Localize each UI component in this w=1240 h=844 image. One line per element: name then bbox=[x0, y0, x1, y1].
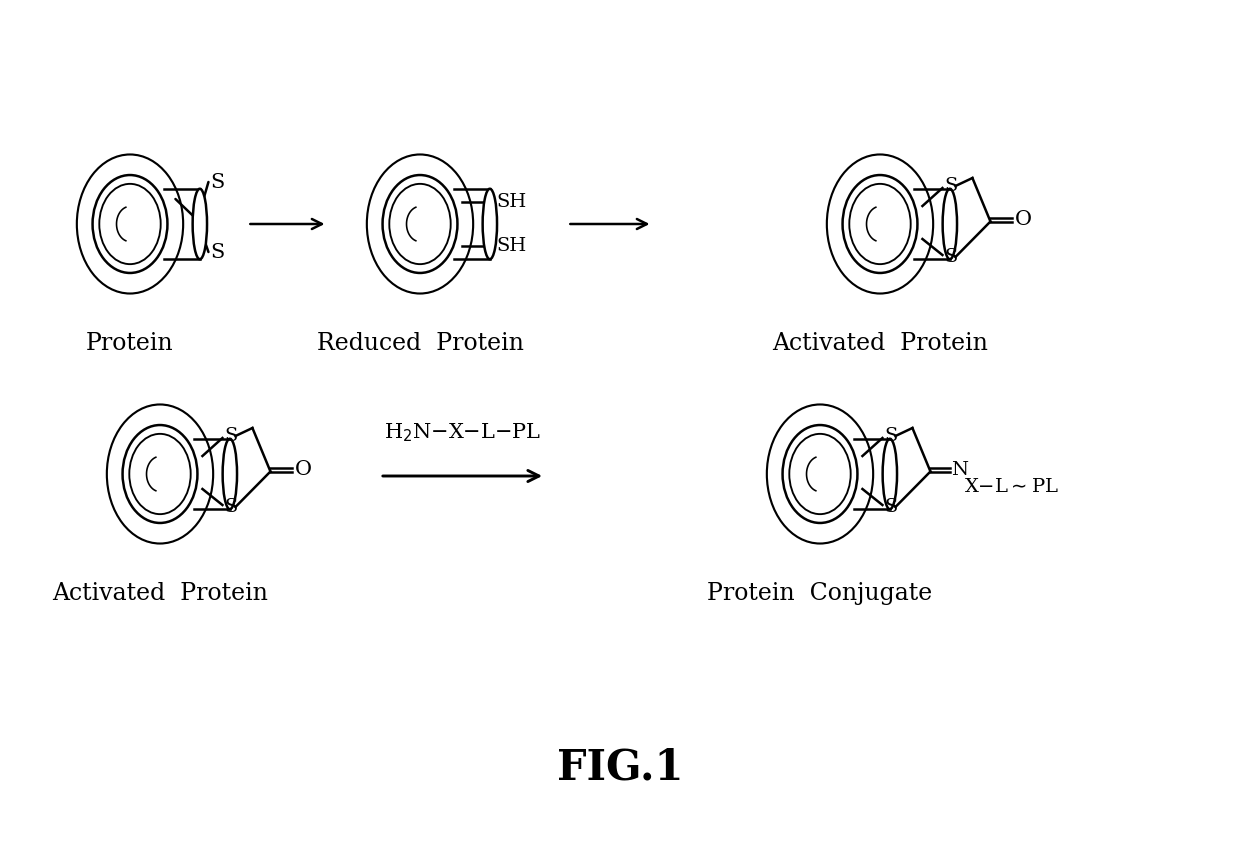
Text: S: S bbox=[211, 172, 224, 192]
Ellipse shape bbox=[93, 175, 167, 273]
Text: S: S bbox=[224, 427, 238, 445]
Ellipse shape bbox=[192, 189, 207, 259]
Ellipse shape bbox=[482, 189, 497, 259]
Text: X$-$L$\sim$PL: X$-$L$\sim$PL bbox=[965, 478, 1059, 495]
Text: N: N bbox=[951, 461, 968, 479]
Text: SH: SH bbox=[496, 193, 527, 211]
Text: S: S bbox=[211, 242, 224, 262]
Ellipse shape bbox=[842, 175, 918, 273]
Text: Activated  Protein: Activated Protein bbox=[52, 582, 268, 605]
Ellipse shape bbox=[782, 425, 857, 523]
Ellipse shape bbox=[223, 439, 237, 509]
Text: Protein: Protein bbox=[87, 332, 174, 355]
Ellipse shape bbox=[883, 439, 897, 509]
Text: SH: SH bbox=[496, 237, 527, 255]
Text: S: S bbox=[945, 248, 957, 266]
Text: Activated  Protein: Activated Protein bbox=[773, 332, 988, 355]
Text: S: S bbox=[884, 498, 898, 516]
Text: S: S bbox=[945, 177, 957, 195]
Ellipse shape bbox=[942, 189, 957, 259]
Ellipse shape bbox=[383, 175, 458, 273]
Text: Reduced  Protein: Reduced Protein bbox=[316, 332, 523, 355]
Text: O: O bbox=[1014, 210, 1032, 229]
Ellipse shape bbox=[123, 425, 197, 523]
Text: O: O bbox=[294, 460, 311, 479]
Text: H$_2$N$-$X$-$L$-$PL: H$_2$N$-$X$-$L$-$PL bbox=[384, 421, 541, 444]
Text: Protein  Conjugate: Protein Conjugate bbox=[707, 582, 932, 605]
Text: S: S bbox=[224, 498, 238, 516]
Text: S: S bbox=[884, 427, 898, 445]
Text: FIG.1: FIG.1 bbox=[557, 747, 683, 789]
